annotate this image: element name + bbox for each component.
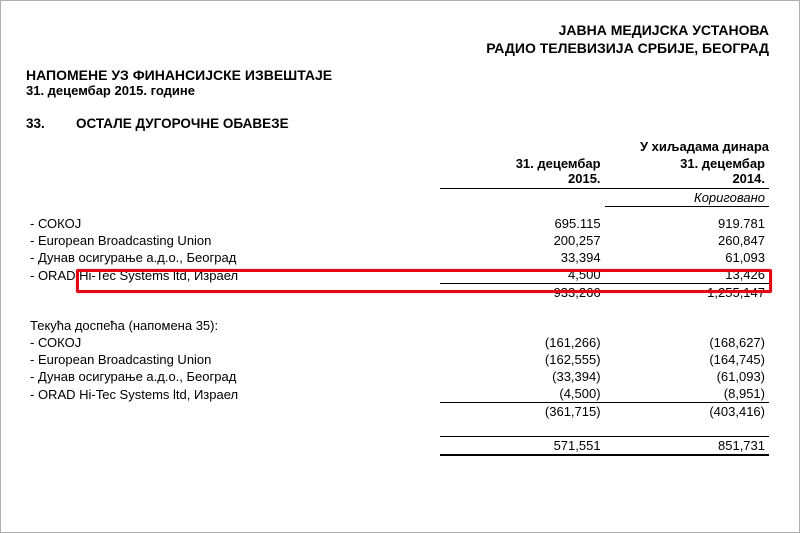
- subtotal-bot-2014: (403,416): [605, 403, 769, 421]
- table-row-value: 13,426: [605, 266, 769, 284]
- table-row-label: - Дунав осигурање а.д.о., Београд: [26, 368, 440, 385]
- table-row-label: - СОКОЈ: [26, 215, 440, 232]
- table-row-value: (168,627): [605, 334, 769, 351]
- header-line1: ЈАВНА МЕДИЈСКА УСТАНОВА: [26, 21, 769, 39]
- table-row-label: - Дунав осигурање а.д.о., Београд: [26, 249, 440, 266]
- document-page: ЈАВНА МЕДИЈСКА УСТАНОВА РАДИО ТЕЛЕВИЗИЈА…: [0, 0, 800, 533]
- subtotal-top-2015: 933,266: [440, 284, 604, 302]
- section-title: ОСТАЛЕ ДУГОРОЧНЕ ОБАВЕЗЕ: [76, 116, 289, 131]
- table-row-label: - ORAD Hi-Tec Systems ltd, Израел: [26, 266, 440, 284]
- table-row-value: (162,555): [440, 351, 604, 368]
- korigovano-label: Кориговано: [605, 189, 769, 207]
- col-header-2015: 31. децембар 2015.: [440, 156, 604, 188]
- table-row-value: 695.115: [440, 215, 604, 232]
- header-line2: РАДИО ТЕЛЕВИЗИЈА СРБИЈЕ, БЕОГРАД: [26, 39, 769, 57]
- table-row-label: - СОКОЈ: [26, 334, 440, 351]
- table-row-value: (61,093): [605, 368, 769, 385]
- grand-total-2015: 571,551: [440, 437, 604, 456]
- table-row-value: 919.781: [605, 215, 769, 232]
- table-row-value: 4,500: [440, 266, 604, 284]
- table-row-value: (161,266): [440, 334, 604, 351]
- table-row-value: 200,257: [440, 232, 604, 249]
- financial-table: 31. децембар 2015. 31. децембар 2014. Ко…: [26, 156, 769, 456]
- table-row-value: 61,093: [605, 249, 769, 266]
- current-maturities-label: Текућа доспећа (напомена 35):: [26, 317, 440, 334]
- notes-title: НАПОМЕНЕ УЗ ФИНАНСИЈСКЕ ИЗВЕШТАЈЕ: [26, 67, 769, 83]
- table-row-value: (33,394): [440, 368, 604, 385]
- table-row-label: - ORAD Hi-Tec Systems ltd, Израел: [26, 385, 440, 403]
- table-row-value: (8,951): [605, 385, 769, 403]
- section-heading: 33. ОСТАЛЕ ДУГОРОЧНЕ ОБАВЕЗЕ: [26, 116, 769, 131]
- empty-header: [26, 156, 440, 188]
- subtotal-top-2014: 1,255,147: [605, 284, 769, 302]
- table-row-value: (164,745): [605, 351, 769, 368]
- grand-total-2014: 851,731: [605, 437, 769, 456]
- table-row-value: 33,394: [440, 249, 604, 266]
- notes-date: 31. децембар 2015. године: [26, 83, 769, 98]
- section-number: 33.: [26, 116, 76, 131]
- col-header-2014: 31. децембар 2014.: [605, 156, 769, 188]
- table-row-value: (4,500): [440, 385, 604, 403]
- table-row-label: - European Broadcasting Union: [26, 351, 440, 368]
- table-row-value: 260,847: [605, 232, 769, 249]
- table-row-label: - European Broadcasting Union: [26, 232, 440, 249]
- institution-header: ЈАВНА МЕДИЈСКА УСТАНОВА РАДИО ТЕЛЕВИЗИЈА…: [26, 21, 769, 57]
- currency-note: У хиљадама динара: [26, 139, 769, 154]
- subtotal-bot-2015: (361,715): [440, 403, 604, 421]
